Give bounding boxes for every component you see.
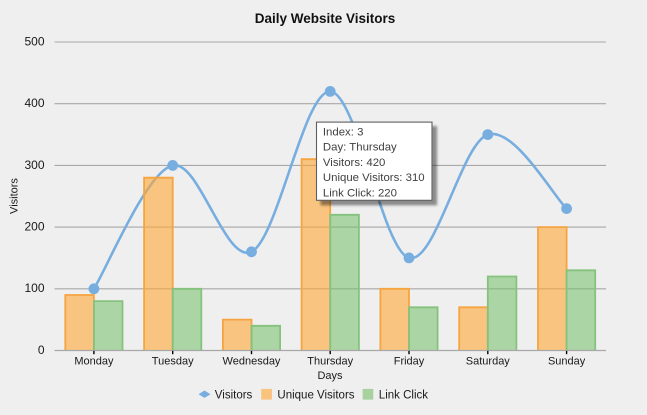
svg-text:Unique Visitors: 310: Unique Visitors: 310: [323, 172, 425, 184]
svg-text:Thursday: Thursday: [307, 356, 353, 368]
svg-text:500: 500: [24, 34, 44, 48]
svg-text:Daily Website Visitors: Daily Website Visitors: [255, 11, 396, 26]
svg-text:Link Click: 220: Link Click: 220: [323, 188, 397, 200]
svg-text:0: 0: [38, 343, 45, 357]
svg-text:Index: 3: Index: 3: [323, 126, 364, 138]
svg-text:Link Click: Link Click: [379, 389, 428, 401]
svg-text:Friday: Friday: [394, 356, 425, 368]
svg-text:Tuesday: Tuesday: [152, 356, 194, 368]
svg-text:300: 300: [24, 158, 44, 172]
svg-text:400: 400: [24, 96, 44, 110]
svg-text:200: 200: [24, 220, 44, 234]
svg-text:Unique Visitors: Unique Visitors: [277, 389, 354, 401]
svg-text:Saturday: Saturday: [466, 356, 511, 368]
svg-text:Visitors: 420: Visitors: 420: [323, 157, 385, 169]
svg-text:Monday: Monday: [74, 356, 114, 368]
svg-text:Days: Days: [317, 370, 343, 382]
svg-text:Day: Thursday: Day: Thursday: [323, 142, 397, 154]
svg-text:100: 100: [24, 281, 44, 295]
svg-text:Sunday: Sunday: [548, 356, 586, 368]
svg-text:Visitors: Visitors: [215, 389, 253, 401]
svg-text:Visitors: Visitors: [9, 178, 21, 214]
svg-text:Wednesday: Wednesday: [223, 356, 281, 368]
